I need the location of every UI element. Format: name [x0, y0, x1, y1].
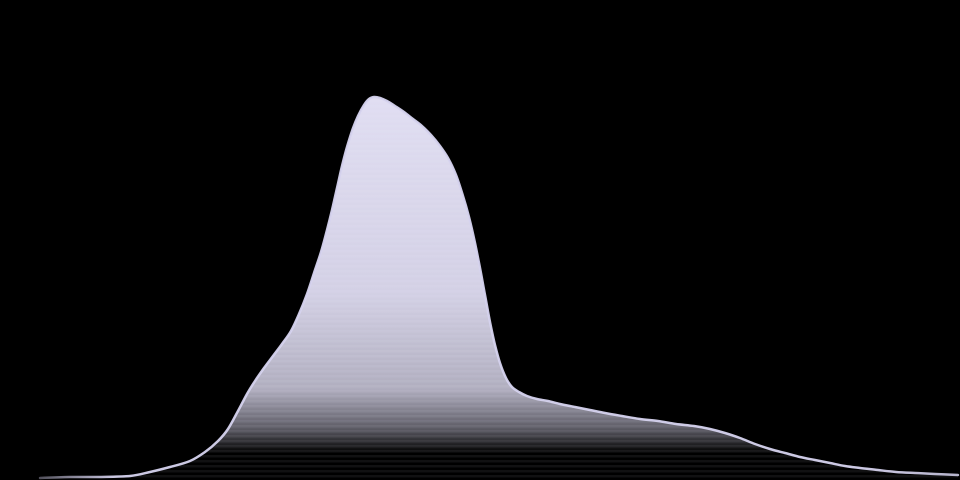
density-curve-line — [38, 95, 960, 480]
fill-banding-overlay — [40, 96, 958, 478]
